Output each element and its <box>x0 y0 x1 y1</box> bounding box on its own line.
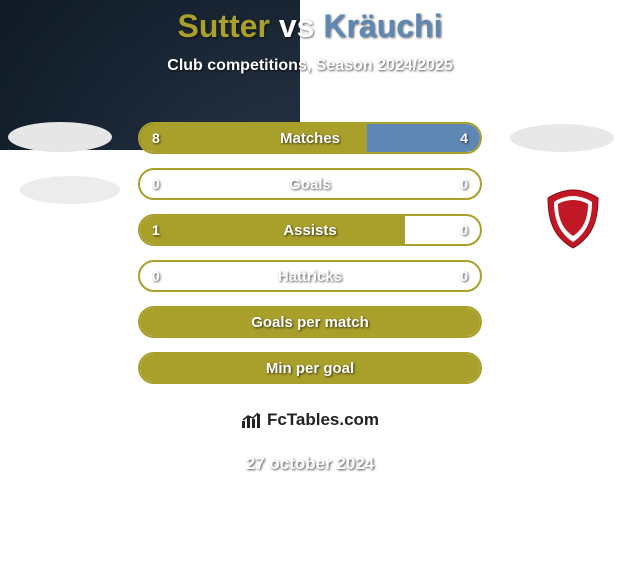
bar-value-left: 1 <box>152 216 160 244</box>
bar-value-right: 0 <box>460 216 468 244</box>
bar-label: Goals <box>140 170 480 198</box>
bar-row: Goals per match <box>138 306 482 338</box>
bar-value-left: 8 <box>152 124 160 152</box>
bar-value-right: 4 <box>460 124 468 152</box>
date-text: 27 october 2024 <box>0 454 620 474</box>
player1-avatar-placeholder-2 <box>20 176 120 204</box>
bar-label: Assists <box>140 216 480 244</box>
bar-value-left: 0 <box>152 262 160 290</box>
bar-value-left: 0 <box>152 170 160 198</box>
watermark: FcTables.com <box>210 398 410 442</box>
bar-label: Hattricks <box>140 262 480 290</box>
shield-icon <box>544 188 602 250</box>
bar-value-right: 0 <box>460 170 468 198</box>
bar-row: Assists1 0 <box>138 214 482 246</box>
bar-row: Min per goal <box>138 352 482 384</box>
bar-label: Goals per match <box>140 308 480 336</box>
page-title: Sutter vs Kräuchi <box>0 0 620 45</box>
title-vs: vs <box>279 8 315 44</box>
bar-row: Matches8 4 <box>138 122 482 154</box>
chart-icon <box>241 411 263 429</box>
player1-avatar-placeholder-1 <box>8 122 112 152</box>
title-player2: Kräuchi <box>323 8 442 44</box>
player2-avatar-placeholder <box>510 124 614 152</box>
bar-label: Min per goal <box>140 354 480 382</box>
bar-label: Matches <box>140 124 480 152</box>
comparison-bars: Matches84Goals00Assists10Hattricks00Goal… <box>138 122 482 398</box>
watermark-text: FcTables.com <box>267 410 379 430</box>
title-player1: Sutter <box>178 8 270 44</box>
bar-row: Goals0 0 <box>138 168 482 200</box>
bar-value-right: 0 <box>460 262 468 290</box>
subtitle: Club competitions, Season 2024/2025 <box>0 57 620 75</box>
player2-club-badge <box>532 178 614 260</box>
bar-row: Hattricks0 0 <box>138 260 482 292</box>
